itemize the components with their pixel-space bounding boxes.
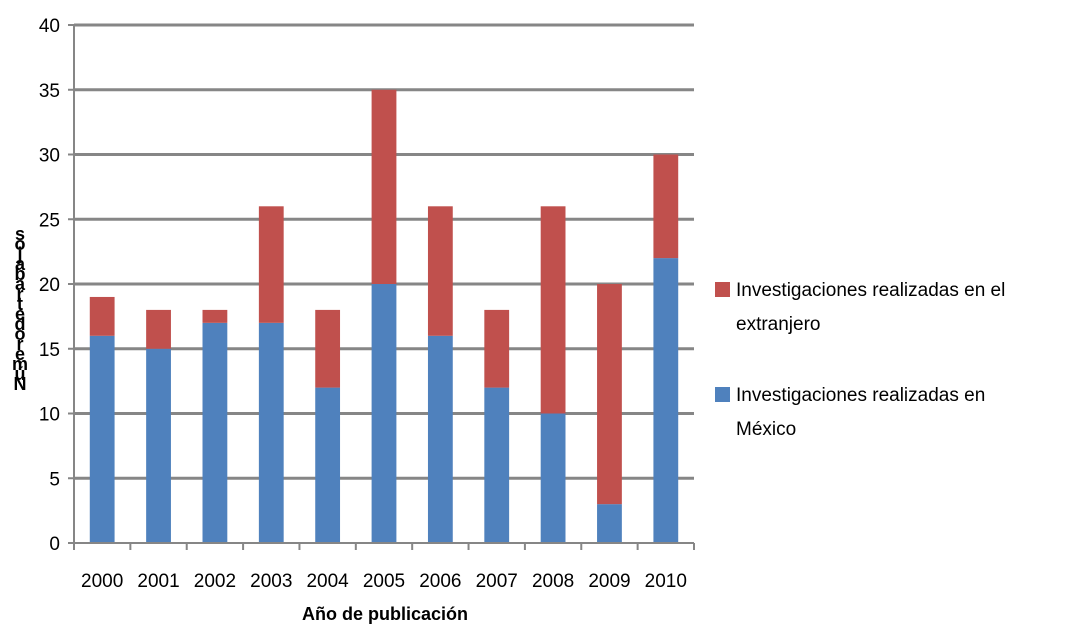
y-axis-label-char: ú [15, 364, 26, 384]
y-tick-label: 20 [39, 275, 60, 296]
x-tick-label: 2010 [645, 571, 687, 592]
y-axis-label-char: s [15, 224, 25, 244]
x-tick-label: 2006 [419, 571, 461, 592]
y-axis-label-char: a [15, 254, 26, 274]
y-axis-label-char: e [15, 304, 25, 324]
bar-mexico [315, 387, 341, 543]
y-axis-label-char: t [17, 294, 23, 314]
bar-mexico [540, 413, 566, 543]
bar-extranjero [653, 154, 679, 259]
bar-extranjero [484, 309, 510, 388]
x-tick-label: 2009 [588, 571, 630, 592]
legend-swatch [715, 387, 730, 402]
x-tick-labels: 2000 2001 2002 2003 2004 2005 2006 2007 2008 2009… [81, 571, 687, 592]
bar-extranjero [427, 206, 453, 336]
y-axis-label-char: o [15, 234, 26, 254]
legend-label: México [736, 419, 796, 440]
y-tick-label: 25 [39, 210, 60, 231]
bar-extranjero [597, 284, 622, 505]
legend-label: Investigaciones realizadas en el [736, 280, 1005, 301]
legend-label: Investigaciones realizadas en [736, 385, 985, 406]
y-tick-label: 35 [39, 81, 60, 102]
y-axis-label-char: a [15, 274, 26, 294]
x-tick-label: 2003 [250, 571, 292, 592]
legend: Investigaciones realizadas en el extranje… [715, 280, 1005, 440]
legend-swatch [715, 282, 730, 297]
bar-mexico [89, 335, 115, 543]
x-tick-label: 2008 [532, 571, 574, 592]
y-tick-label: 40 [39, 16, 60, 37]
y-tick-label: 0 [49, 534, 60, 555]
bar-mexico [427, 335, 453, 543]
axes [68, 24, 695, 550]
x-tick-label: 2004 [306, 571, 349, 592]
bar-extranjero [258, 206, 284, 323]
bar-mexico [484, 387, 510, 543]
y-axis-label-char: N [14, 374, 27, 394]
bar-extranjero [540, 206, 566, 414]
x-tick-label: 2002 [194, 571, 236, 592]
x-tick-label: 2005 [363, 571, 405, 592]
bar-mexico [202, 322, 228, 543]
y-tick-label: 10 [39, 405, 60, 426]
x-axis-label: Año de publicación [302, 604, 468, 624]
legend-label: extranjero [736, 314, 821, 335]
y-axis-label-char: r [16, 334, 23, 354]
bar-extranjero [202, 309, 228, 323]
x-tick-label: 2001 [137, 571, 179, 592]
y-axis-label-char: j [16, 244, 22, 264]
y-axis-label-char: b [15, 264, 26, 284]
y-axis-label-char: d [15, 314, 26, 334]
x-tick-label: 2000 [81, 571, 123, 592]
bars [89, 89, 679, 543]
bar-mexico [146, 348, 171, 543]
y-axis-label-char: e [15, 344, 25, 364]
bar-mexico [258, 322, 284, 543]
y-axis-label-char: o [15, 324, 26, 344]
bar-extranjero [89, 296, 115, 336]
bar-mexico [653, 258, 679, 543]
y-tick-labels: 0 5 10 15 20 25 30 35 40 [39, 16, 60, 555]
y-tick-label: 15 [39, 340, 60, 361]
y-tick-label: 30 [39, 146, 60, 167]
x-tick-label: 2007 [476, 571, 518, 592]
bar-extranjero [315, 309, 341, 388]
bar-extranjero [371, 89, 397, 284]
y-axis-label-char: r [16, 284, 23, 304]
bar-mexico [597, 504, 622, 543]
bar-extranjero [146, 309, 171, 349]
y-tick-label: 5 [49, 469, 60, 490]
y-axis-label-char: m [12, 354, 28, 374]
bar-mexico [371, 284, 397, 543]
